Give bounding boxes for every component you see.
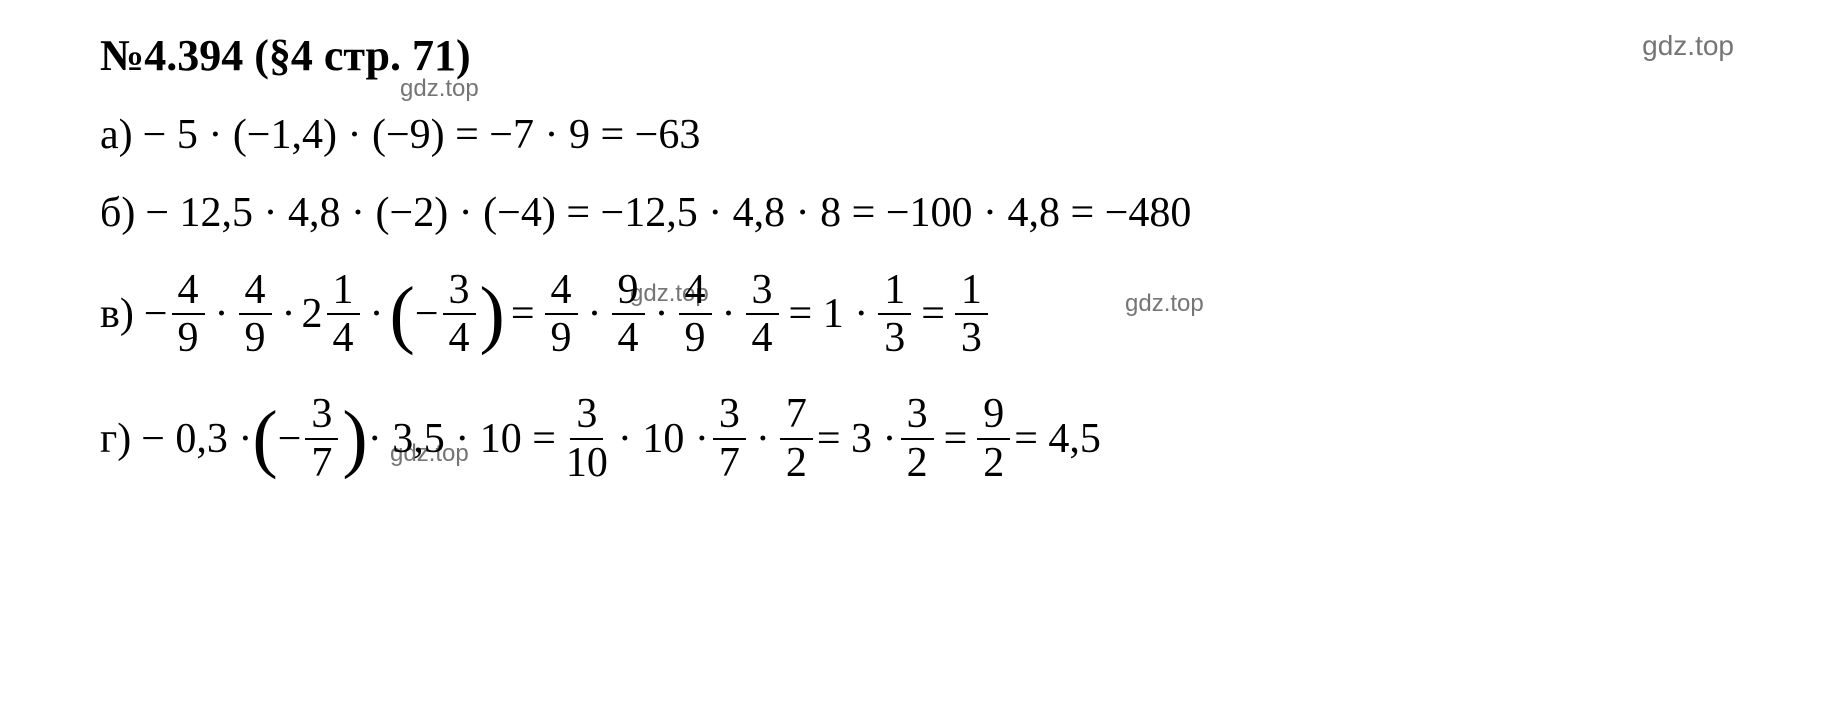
frac-d1: 3 7 (305, 391, 338, 485)
part-d3: · 10 · (618, 415, 709, 463)
den-c10: 3 (955, 315, 988, 361)
minus-d1: − (278, 415, 302, 463)
num-d6: 9 (977, 391, 1010, 439)
frac-c8: 3 4 (746, 267, 779, 361)
den-c5: 9 (545, 315, 578, 361)
watermark-top: gdz.top (1642, 30, 1734, 62)
dot-c6: · (722, 290, 736, 338)
dot-c5: · (655, 290, 669, 338)
num-c1: 4 (172, 267, 205, 315)
num-c2: 4 (239, 267, 272, 315)
num-c9: 1 (878, 267, 911, 315)
frac-c5: 4 9 (545, 267, 578, 361)
num-d5: 3 (901, 391, 934, 439)
frac-c6: 9 4 (612, 267, 645, 361)
lparen-d: ( (252, 412, 277, 465)
rparen-d: ) (342, 412, 367, 465)
paren-d: ( − 3 7 ) (252, 391, 367, 485)
frac-c4: 3 4 (443, 267, 476, 361)
den-c4: 4 (443, 315, 476, 361)
den-c6: 4 (612, 315, 645, 361)
dot-c1: · (215, 290, 229, 338)
den-d3: 7 (713, 440, 746, 486)
frac-d6: 9 2 (977, 391, 1010, 485)
problem-a: а) − 5 · (−1,4) · (−9) = −7 · 9 = −63 (100, 111, 1734, 159)
dot-c4: · (588, 290, 602, 338)
den-c2: 9 (239, 315, 272, 361)
eq-c2: = 1 · (789, 290, 869, 338)
eq-c3: = (921, 290, 945, 338)
den-d4: 2 (780, 440, 813, 486)
num-d3: 3 (713, 391, 746, 439)
frac-c10: 1 3 (955, 267, 988, 361)
lparen-c: ( (390, 288, 415, 341)
frac-d2: 3 10 (560, 391, 614, 485)
minus-c2: − (415, 290, 439, 338)
label-d: г) (100, 415, 131, 463)
den-d1: 7 (305, 440, 338, 486)
frac-c7: 4 9 (679, 267, 712, 361)
den-c3: 4 (327, 315, 360, 361)
den-c9: 3 (878, 315, 911, 361)
part-d1: − 0,3 · (141, 415, 252, 463)
part-d2: · 3,5 · 10 = (368, 415, 556, 463)
den-d2: 10 (560, 440, 614, 486)
dot-d1: · (756, 415, 770, 463)
problem-d: г) − 0,3 · ( − 3 7 ) · 3,5 · 10 = 3 10 ·… (100, 391, 1734, 485)
mixed-whole-c: 2 (302, 290, 323, 338)
part-d5: = 4,5 (1014, 415, 1101, 463)
frac-c2: 4 9 (239, 267, 272, 361)
frac-c1: 4 9 (172, 267, 205, 361)
frac-c9: 1 3 (878, 267, 911, 361)
eq-d1: = (944, 415, 968, 463)
expr-a: − 5 · (−1,4) · (−9) = −7 · 9 = −63 (143, 111, 701, 159)
num-d2: 3 (570, 391, 603, 439)
den-c7: 9 (679, 315, 712, 361)
watermark-inline-1: gdz.top (400, 75, 479, 103)
expr-b: − 12,5 · 4,8 · (−2) · (−4) = −12,5 · 4,8… (145, 189, 1191, 237)
num-c5: 4 (545, 267, 578, 315)
num-c4: 3 (443, 267, 476, 315)
label-a: а) (100, 111, 133, 159)
num-c8: 3 (746, 267, 779, 315)
dot-c2: · (282, 290, 296, 338)
den-d5: 2 (901, 440, 934, 486)
num-c3: 1 (327, 267, 360, 315)
num-c6: 9 (612, 267, 645, 315)
minus-c1: − (144, 290, 168, 338)
num-c7: 4 (679, 267, 712, 315)
num-c10: 1 (955, 267, 988, 315)
frac-d5: 3 2 (901, 391, 934, 485)
label-c: в) (100, 290, 134, 338)
header: №4.394 (§4 стр. 71) gdz.top (100, 30, 1734, 81)
eq-c1: = (511, 290, 535, 338)
part-d4: = 3 · (817, 415, 897, 463)
den-c1: 9 (172, 315, 205, 361)
rparen-c: ) (480, 288, 505, 341)
frac-c3: 1 4 (327, 267, 360, 361)
den-d6: 2 (977, 440, 1010, 486)
mixed-c: 2 1 4 (302, 267, 364, 361)
paren-c: ( − 3 4 ) (390, 267, 505, 361)
dot-c3: · (370, 290, 384, 338)
frac-d4: 7 2 (780, 391, 813, 485)
frac-d3: 3 7 (713, 391, 746, 485)
problem-c: в) − 4 9 · 4 9 · 2 1 4 · ( − 3 4 ) = 4 9… (100, 267, 1734, 361)
problem-title: №4.394 (§4 стр. 71) (100, 30, 471, 81)
num-d4: 7 (780, 391, 813, 439)
den-c8: 4 (746, 315, 779, 361)
num-d1: 3 (305, 391, 338, 439)
problem-b: б) − 12,5 · 4,8 · (−2) · (−4) = −12,5 · … (100, 189, 1734, 237)
label-b: б) (100, 189, 135, 237)
